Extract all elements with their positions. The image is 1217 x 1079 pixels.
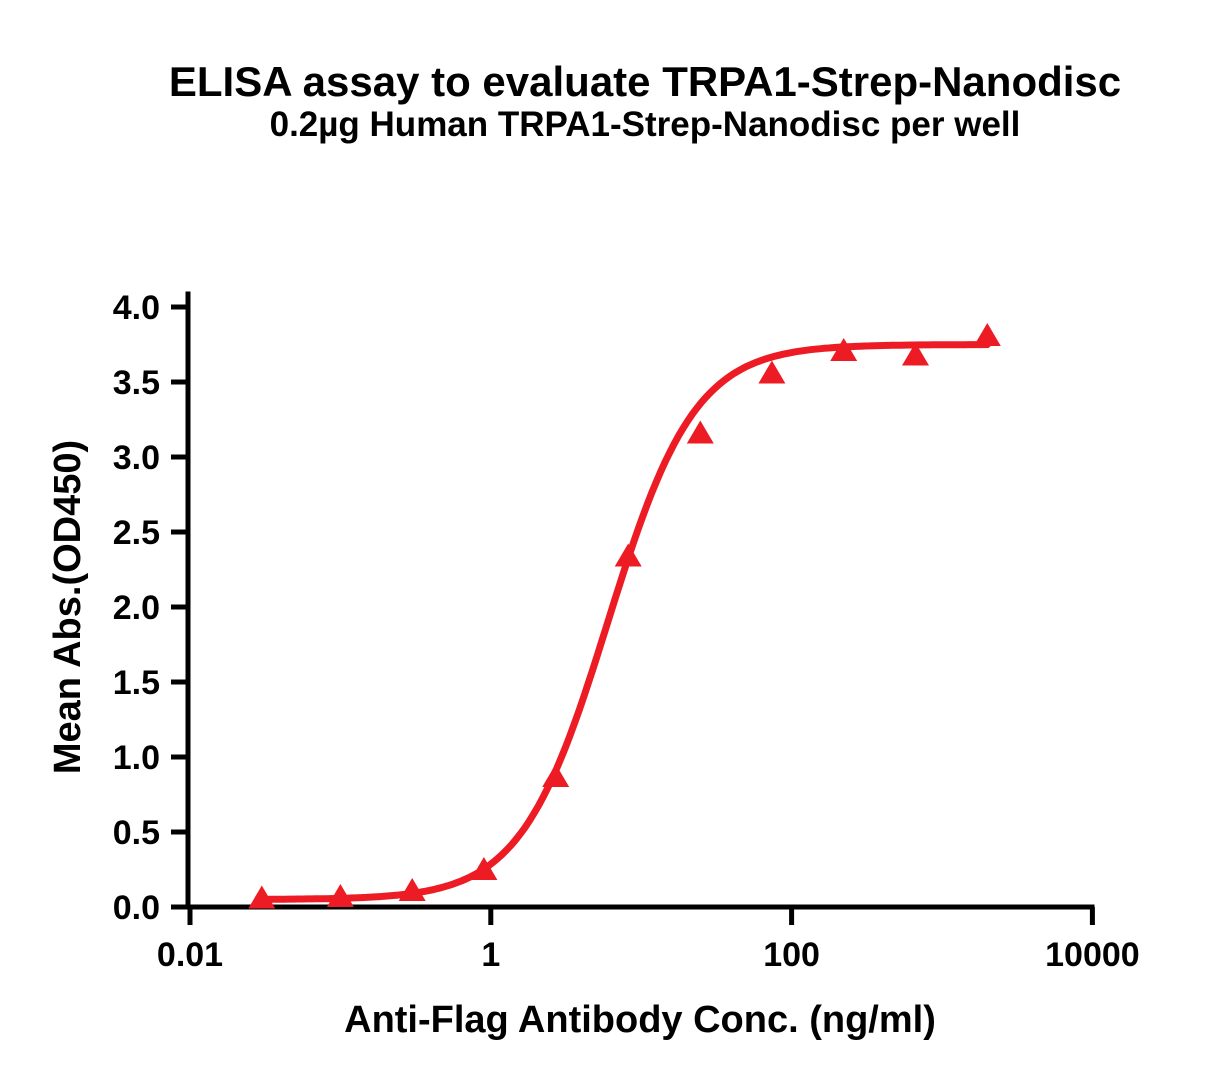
x-tick-label: 100: [763, 936, 820, 974]
y-tick-label: 1.0: [113, 739, 160, 777]
data-point-marker: [830, 338, 858, 361]
fit-curve-layer: [258, 341, 991, 903]
x-tick-label: 0.01: [157, 936, 223, 974]
data-point-marker: [326, 884, 354, 907]
chart-subtitle: 0.2µg Human TRPA1-Strep-Nanodisc per wel…: [270, 105, 1021, 144]
data-point-marker: [902, 342, 929, 366]
axis-spines: [185, 291, 1095, 910]
data-point-marker: [686, 420, 714, 444]
data-point-marker: [973, 323, 1001, 346]
data-point-marker: [248, 885, 276, 909]
data-point-marker: [758, 360, 786, 384]
data-point-marker: [398, 878, 426, 901]
x-axis-title: Anti-Flag Antibody Conc. (ng/ml): [344, 999, 936, 1041]
y-axis-title: Mean Abs.(OD450): [47, 440, 89, 774]
y-tick-label: 3.0: [113, 439, 160, 477]
data-point-marker: [470, 857, 498, 880]
x-tick-label: 10000: [1045, 936, 1140, 974]
y-tick-label: 1.5: [113, 664, 160, 702]
data-point-marker: [614, 543, 642, 567]
axes: 0.0 0.5 1.0 1.5 2.0 2.5 3.0 3.5 4.0 0.01 1 100 10000: [113, 289, 1140, 974]
x-tick-label: 1: [481, 936, 500, 974]
data-points-layer: [248, 323, 1001, 909]
fit-curve: [258, 341, 991, 903]
y-tick-label: 4.0: [113, 289, 160, 327]
y-tick-label: 2.0: [113, 589, 160, 627]
y-tick-label: 3.5: [113, 364, 160, 402]
y-tick-label: 0.0: [113, 889, 160, 927]
y-tick-label: 0.5: [113, 814, 160, 852]
data-point-marker: [542, 764, 570, 787]
y-tick-label: 2.5: [113, 514, 160, 552]
chart-title: ELISA assay to evaluate TRPA1-Strep-Nano…: [169, 58, 1121, 105]
